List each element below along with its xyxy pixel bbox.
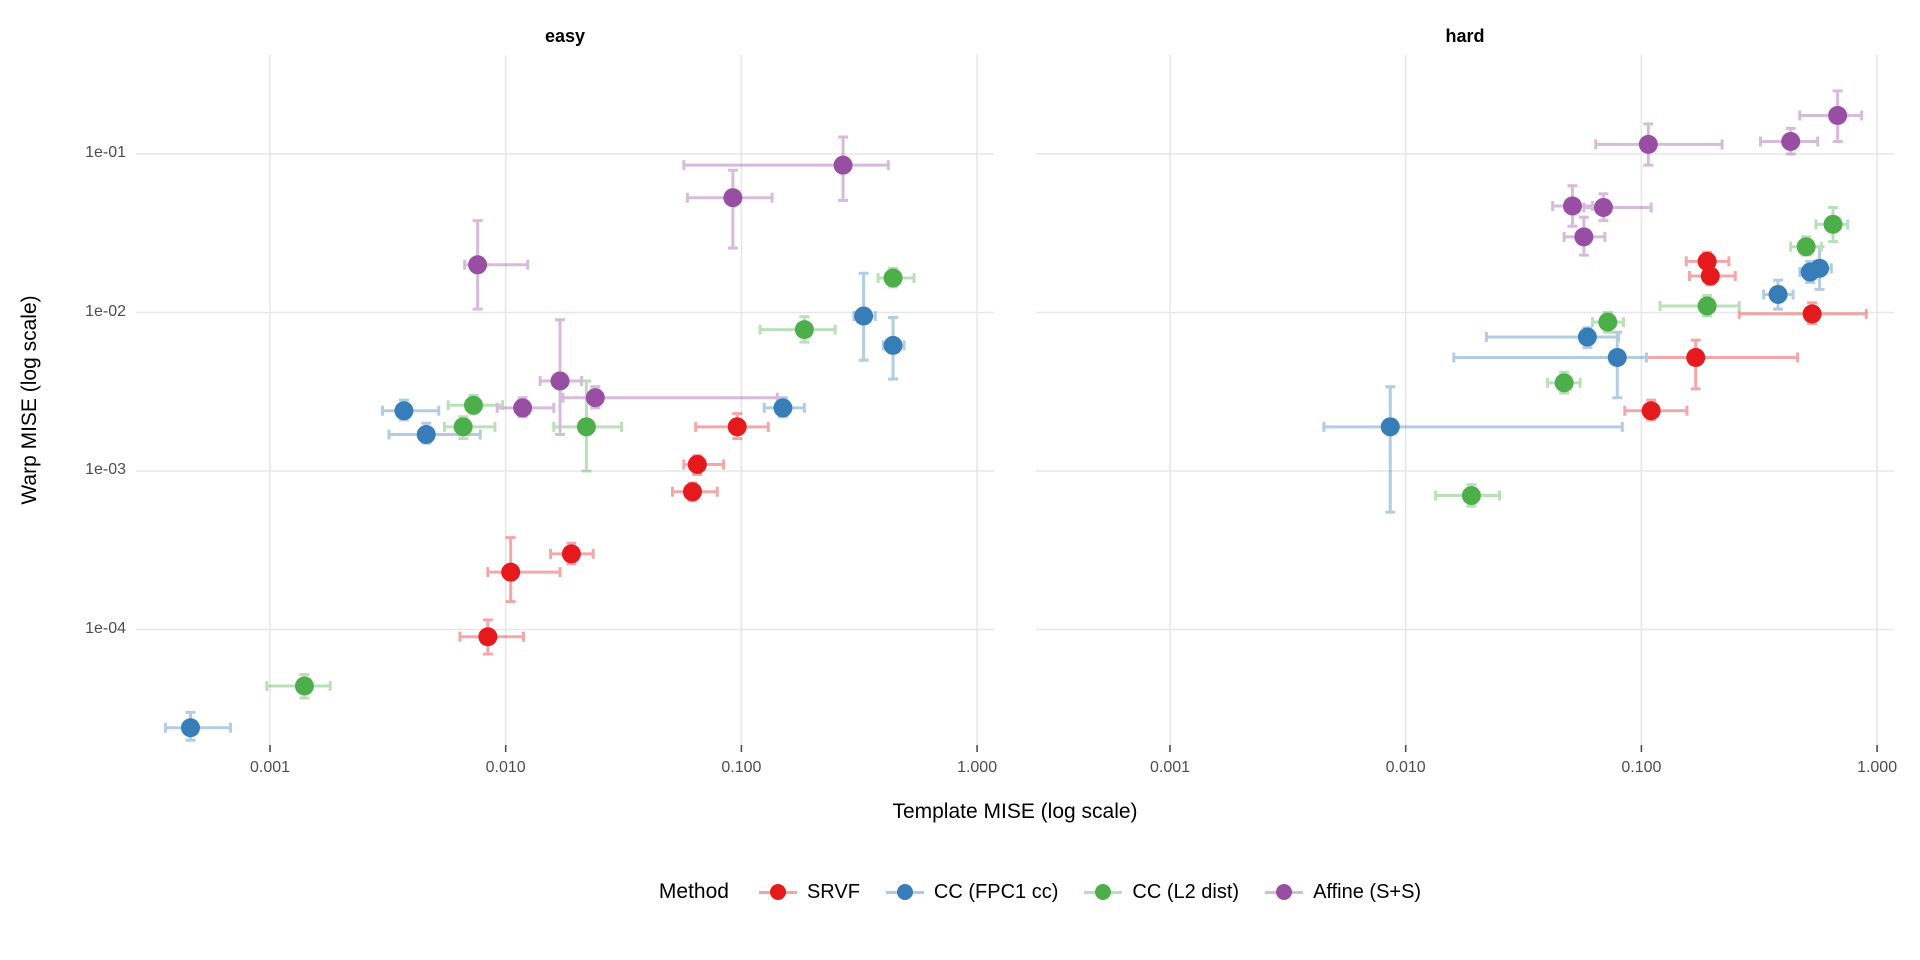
data-point-affine-s-s- <box>833 155 853 175</box>
legend-dot <box>769 884 786 900</box>
data-point-cc-l2-dist- <box>463 395 483 415</box>
facet-title-easy: easy <box>544 26 586 46</box>
data-point-affine-s-s- <box>1562 196 1582 216</box>
x-tick-label: 0.010 <box>1385 759 1426 776</box>
data-point-srvf <box>682 482 702 502</box>
legend-label: Affine (S+S) <box>1313 880 1422 903</box>
legend-entry-cc-fpc1-cc-: CC (FPC1 cc) <box>885 880 1059 904</box>
point-layer <box>181 155 903 738</box>
point-layer <box>1380 105 1848 506</box>
legend-dot <box>1095 884 1112 900</box>
facet-title-hard: hard <box>1445 26 1485 46</box>
legend-point-glyph <box>1265 880 1304 904</box>
x-tick-label: 1.000 <box>957 759 998 776</box>
data-point-srvf <box>561 544 581 564</box>
data-point-cc-fpc1-cc- <box>1607 348 1627 368</box>
data-point-affine-s-s- <box>1593 197 1613 217</box>
data-point-cc-fpc1-cc- <box>1810 258 1830 278</box>
plot-panel-easy <box>136 55 994 745</box>
data-point-cc-l2-dist- <box>453 417 473 437</box>
errorbar-layer <box>163 135 916 742</box>
legend: Method SRVF CC (FPC1 cc) CC (L2 dist) Affin… <box>160 880 1920 904</box>
panel-svg <box>1036 55 1894 745</box>
legend-label: SRVF <box>806 880 860 903</box>
data-point-srvf <box>478 627 498 647</box>
data-point-cc-fpc1-cc- <box>854 306 874 326</box>
y-tick-label: 1e-03 <box>85 461 126 478</box>
data-point-cc-fpc1-cc- <box>181 718 201 738</box>
data-point-cc-fpc1-cc- <box>1577 327 1597 347</box>
x-tick-marks <box>1169 745 1878 752</box>
data-point-cc-fpc1-cc- <box>773 398 793 418</box>
data-point-affine-s-s- <box>1828 105 1848 125</box>
x-tick-marks <box>269 745 978 752</box>
error-bar-horizontal <box>682 160 890 171</box>
data-point-affine-s-s- <box>468 255 488 275</box>
data-point-srvf <box>1686 348 1706 368</box>
plot-panel-hard <box>1036 55 1894 745</box>
panel-svg <box>136 55 994 745</box>
legend-title: Method <box>658 880 729 903</box>
data-point-cc-fpc1-cc- <box>394 401 414 421</box>
x-tick-label: 0.010 <box>485 759 526 776</box>
legend-entry-affine-s-s-: Affine (S+S) <box>1265 880 1421 904</box>
data-point-srvf <box>501 562 521 582</box>
data-point-affine-s-s- <box>1781 131 1801 151</box>
data-point-cc-l2-dist- <box>794 320 814 340</box>
error-bar-horizontal <box>1322 421 1624 432</box>
data-point-cc-l2-dist- <box>1598 312 1618 332</box>
legend-dot <box>896 884 913 900</box>
data-point-cc-l2-dist- <box>576 417 596 437</box>
data-point-srvf <box>1700 266 1720 286</box>
data-point-affine-s-s- <box>550 371 570 391</box>
legend-entry-srvf: SRVF <box>758 880 860 904</box>
x-tick-label: 0.100 <box>1621 759 1662 776</box>
x-tick-label: 0.100 <box>721 759 762 776</box>
data-point-srvf <box>1697 251 1717 271</box>
legend-point-glyph <box>885 880 924 904</box>
data-point-cc-l2-dist- <box>1796 237 1816 257</box>
data-point-srvf <box>687 454 707 474</box>
y-tick-label: 1e-02 <box>85 302 126 320</box>
x-tick-label: 1.000 <box>1857 759 1898 776</box>
data-point-cc-fpc1-cc- <box>883 335 903 355</box>
y-tick-label: 1e-01 <box>85 144 126 161</box>
legend-entry-cc-l2-dist-: CC (L2 dist) <box>1084 880 1239 904</box>
data-point-affine-s-s- <box>513 398 533 418</box>
y-tick-label: 1e-04 <box>85 619 126 637</box>
data-point-srvf <box>1641 401 1661 421</box>
error-bar-horizontal <box>1594 139 1724 150</box>
data-point-cc-fpc1-cc- <box>1380 417 1400 437</box>
data-point-cc-l2-dist- <box>294 676 314 696</box>
data-point-affine-s-s- <box>723 188 743 208</box>
data-point-srvf <box>1802 304 1822 324</box>
data-point-affine-s-s- <box>1638 134 1658 154</box>
data-point-srvf <box>727 417 747 437</box>
legend-label: CC (L2 dist) <box>1132 880 1240 903</box>
error-bar-horizontal <box>486 567 562 578</box>
error-bar-vertical <box>1385 385 1396 514</box>
data-point-cc-fpc1-cc- <box>416 424 436 444</box>
legend-point-glyph <box>1084 880 1123 904</box>
data-point-affine-s-s- <box>1574 227 1594 247</box>
legend-dot <box>1276 884 1293 900</box>
legend-point-glyph <box>758 880 797 904</box>
y-axis-title: Warp MISE (log scale) <box>18 295 41 505</box>
data-point-affine-s-s- <box>585 388 605 408</box>
data-point-cc-fpc1-cc- <box>1768 284 1788 304</box>
legend-label: CC (FPC1 cc) <box>933 880 1059 903</box>
x-axis-title: Template MISE (log scale) <box>892 800 1138 823</box>
error-bar-horizontal <box>1620 352 1800 363</box>
data-point-cc-l2-dist- <box>1554 373 1574 393</box>
error-bar-vertical <box>727 168 738 250</box>
data-point-cc-l2-dist- <box>1697 296 1717 316</box>
data-point-cc-l2-dist- <box>1461 486 1481 506</box>
x-tick-label: 0.001 <box>1149 759 1191 776</box>
data-point-cc-l2-dist- <box>883 268 903 288</box>
data-point-cc-l2-dist- <box>1823 214 1843 234</box>
x-tick-label: 0.001 <box>249 759 291 776</box>
error-bar-horizontal <box>1484 332 1621 343</box>
